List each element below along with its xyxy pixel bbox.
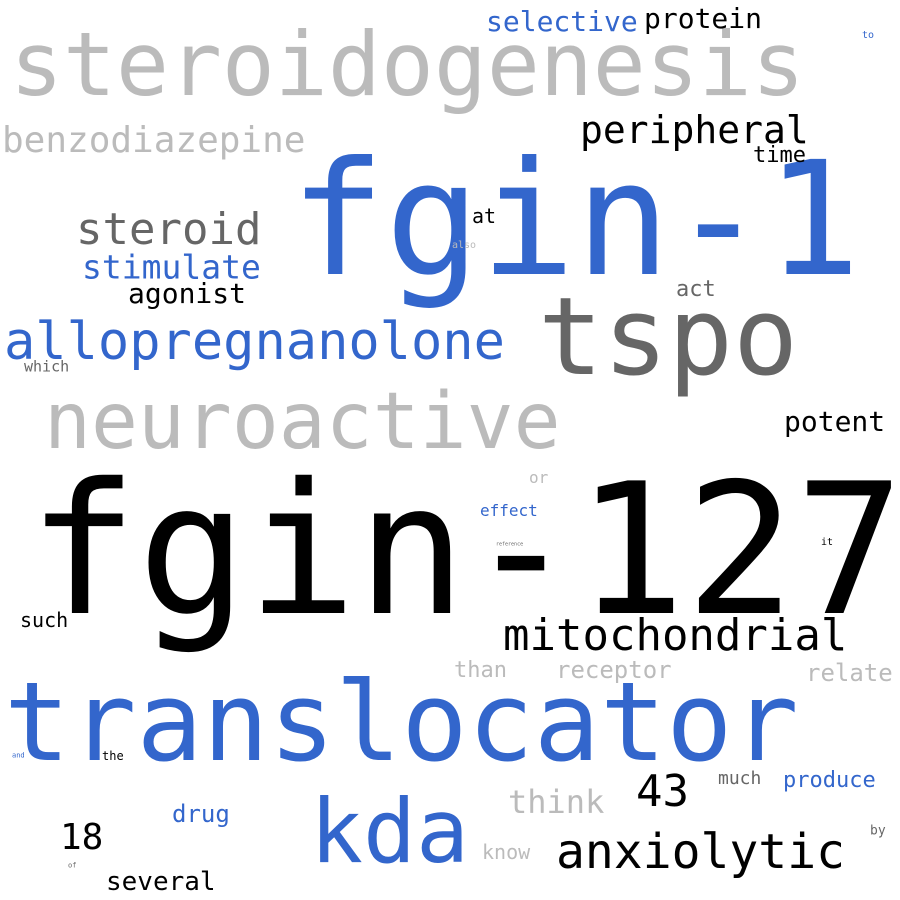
- word-it: it: [821, 537, 834, 548]
- word-potent: potent: [784, 405, 886, 438]
- word-receptor: receptor: [556, 656, 672, 684]
- word-peripheral: peripheral: [580, 108, 809, 152]
- word-which: which: [24, 357, 70, 376]
- word-translocator: translocator: [4, 658, 799, 786]
- word-than: than: [454, 658, 507, 683]
- word-stimulate: stimulate: [82, 247, 261, 287]
- word-drug: drug: [172, 800, 230, 828]
- word-of: of: [68, 861, 77, 870]
- word-much: much: [718, 768, 762, 789]
- word-fgin-1: fgin-1: [290, 128, 861, 312]
- word-neuroactive: neuroactive: [44, 377, 561, 467]
- word-anxiolytic: anxiolytic: [556, 824, 845, 880]
- word-18: 18: [60, 817, 104, 858]
- word-mitochondrial: mitochondrial: [503, 610, 848, 661]
- word-steroid: steroid: [76, 204, 262, 255]
- word-protein: protein: [644, 2, 763, 35]
- word-benzodiazepine: benzodiazepine: [2, 120, 306, 161]
- word-effect: effect: [480, 501, 538, 520]
- word-the: the: [102, 749, 124, 763]
- word-at: at: [472, 204, 497, 228]
- word-steroidogenesis: steroidogenesis: [10, 13, 805, 116]
- word-tspo: tspo: [538, 275, 799, 400]
- word-kda: kda: [310, 780, 469, 883]
- word-such: such: [20, 608, 69, 632]
- word-act: act: [676, 277, 716, 302]
- word-produce: produce: [783, 768, 876, 793]
- word-selective: selective: [486, 5, 638, 38]
- word-also: also: [452, 240, 477, 251]
- word-relate: relate: [806, 659, 893, 687]
- word-or: or: [529, 468, 549, 487]
- word-43: 43: [636, 766, 689, 817]
- word-and: and: [12, 751, 25, 760]
- word-know: know: [482, 840, 531, 864]
- word-think: think: [508, 783, 605, 821]
- word-fgin-127: fgin-127: [28, 444, 900, 656]
- word-reference: reference: [496, 541, 524, 548]
- word-time: time: [753, 143, 806, 168]
- word-agonist: agonist: [128, 277, 247, 310]
- word-by: by: [870, 823, 886, 839]
- word-to: to: [862, 30, 875, 41]
- word-allopregnanolone: allopregnanolone: [4, 312, 505, 372]
- word-several: several: [106, 867, 216, 897]
